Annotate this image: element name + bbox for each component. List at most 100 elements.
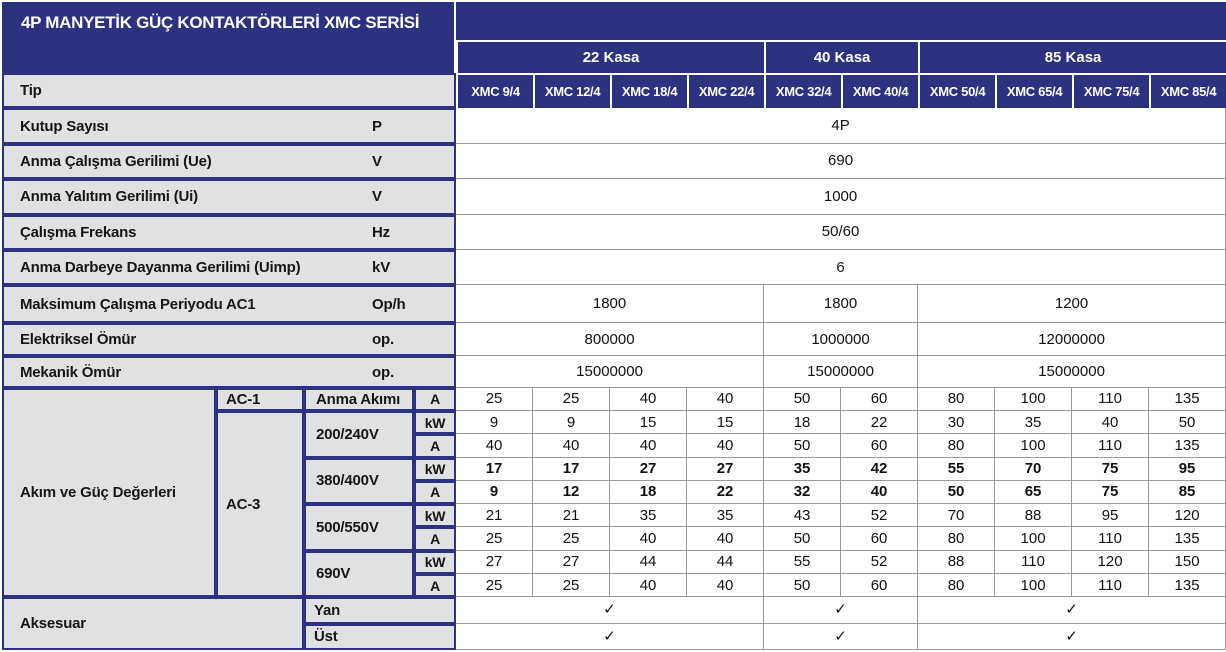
a-value: 60 (841, 434, 919, 458)
spec-row-mekanik: Mekanik Ömür op. 15000000 15000000 15000000 (2, 356, 1226, 388)
spec-group-value: 15000000 (918, 356, 1226, 388)
model-header: XMC 50/4 (918, 72, 996, 109)
spec-group-value: 15000000 (456, 356, 765, 388)
kw-value: 110 (995, 550, 1073, 574)
power-row-690-kw: 690V kW 27 27 44 44 55 52 88 110 120 150 (2, 550, 1226, 598)
series-title-row: 4P MANYETİK GÜÇ KONTAKTÖRLERİ XMC SERİSİ (2, 2, 1226, 73)
spec-group-value: 1800 (764, 285, 919, 323)
kw-value: 120 (1072, 550, 1150, 574)
spec-label-cell: Anma Çalışma Gerilimi (Ue) V (2, 143, 457, 180)
power-row-200-a: A 40 40 40 40 50 60 80 100 110 135 (2, 434, 1226, 458)
kw-value: 35 (764, 457, 842, 481)
a-value: 110 (1072, 573, 1150, 598)
kw-value: 17 (533, 457, 611, 481)
model-header: XMC 65/4 (995, 72, 1073, 109)
ac1-name: Anma Akımı (304, 387, 414, 411)
ac1-value: 40 (610, 387, 688, 411)
check-mark: ✓ (456, 623, 765, 650)
kw-value: 120 (1149, 504, 1226, 528)
power-row-380-a: A 9 12 18 22 32 40 50 65 75 85 (2, 480, 1226, 505)
spec-label-cell: Çalışma Frekans Hz (2, 214, 457, 251)
kw-value: 95 (1149, 457, 1226, 481)
spec-unit: Op/h (372, 295, 406, 313)
a-value: 50 (918, 480, 996, 505)
ac1-value: 135 (1149, 387, 1226, 411)
a-value: 12 (533, 480, 611, 505)
a-value: 80 (918, 573, 996, 598)
model-row: Tip XMC 9/4 XMC 12/4 XMC 18/4 XMC 22/4 XMC 3… (2, 72, 1226, 109)
spec-unit: op. (372, 331, 394, 349)
spec-label-cell: Maksimum Çalışma Periyodu AC1 Op/h (2, 285, 457, 323)
a-value: 40 (456, 434, 534, 458)
spec-group-value: 12000000 (918, 322, 1226, 357)
a-value: 85 (1149, 480, 1226, 505)
power-section-label: Akım ve Güç Değerleri (2, 387, 216, 598)
kw-value: 27 (456, 550, 534, 574)
ac1-value: 40 (687, 387, 765, 411)
kw-value: 150 (1149, 550, 1226, 574)
kw-value: 55 (764, 550, 842, 574)
a-value: 100 (995, 527, 1073, 551)
a-value: 40 (610, 434, 688, 458)
kw-value: 52 (841, 550, 919, 574)
spec-value: 6 (456, 250, 1226, 286)
spec-row-ue: Anma Çalışma Gerilimi (Ue) V 690 (2, 143, 1226, 180)
check-mark: ✓ (918, 623, 1226, 650)
voltage-200-240: 200/240V (304, 411, 414, 458)
kw-value: 21 (533, 504, 611, 528)
kw-value: 75 (1072, 457, 1150, 481)
spec-label-cell: Anma Darbeye Dayanma Gerilimi (Uimp) kV (2, 250, 457, 286)
voltage-500-550: 500/550V (304, 504, 414, 551)
kw-value: 15 (687, 411, 765, 435)
a-value: 40 (687, 434, 765, 458)
a-value: 18 (610, 480, 688, 505)
model-header: XMC 75/4 (1072, 72, 1150, 109)
spec-label: Maksimum Çalışma Periyodu AC1 (20, 295, 256, 313)
kw-value: 18 (764, 411, 842, 435)
spec-unit: kV (372, 259, 390, 277)
spec-row-frekans: Çalışma Frekans Hz 50/60 (2, 214, 1226, 251)
check-mark: ✓ (764, 623, 919, 650)
a-value: 40 (687, 573, 765, 598)
a-value: 110 (1072, 434, 1150, 458)
frame-size-header: 85 Kasa (918, 40, 1226, 73)
power-row-380-kw: 380/400V kW 17 17 27 27 35 42 55 70 75 95 (2, 457, 1226, 505)
kw-value: 35 (687, 504, 765, 528)
spec-unit: Hz (372, 223, 390, 241)
spec-label: Mekanik Ömür (20, 363, 121, 381)
kw-value: 35 (610, 504, 688, 528)
spec-label-cell: Anma Yalıtım Gerilimi (Ui) V (2, 179, 457, 215)
a-value: 40 (533, 434, 611, 458)
accessory-label: Aksesuar (2, 597, 304, 650)
unit-a: A (414, 527, 457, 551)
kw-value: 44 (610, 550, 688, 574)
kw-value: 55 (918, 457, 996, 481)
spec-group-value: 800000 (456, 322, 765, 357)
spec-unit: P (372, 117, 382, 135)
unit-a: A (414, 387, 457, 411)
accessory-ust-label: Üst (304, 623, 457, 650)
spec-value: 1000 (456, 179, 1226, 215)
ac1-value: 60 (841, 387, 919, 411)
check-mark: ✓ (764, 597, 919, 624)
spec-group-value: 1200 (918, 285, 1226, 323)
a-value: 25 (456, 527, 534, 551)
voltage-690: 690V (304, 550, 414, 598)
a-value: 100 (995, 573, 1073, 598)
unit-a: A (414, 573, 457, 598)
spec-unit: V (372, 188, 382, 206)
a-value: 25 (456, 573, 534, 598)
a-value: 80 (918, 527, 996, 551)
unit-kw: kW (414, 457, 457, 481)
a-value: 135 (1149, 527, 1226, 551)
kw-value: 88 (995, 504, 1073, 528)
ac1-value: 25 (533, 387, 611, 411)
a-value: 60 (841, 527, 919, 551)
spec-label: Anma Yalıtım Gerilimi (Ui) (20, 188, 198, 206)
a-value: 60 (841, 573, 919, 598)
frame-size-row: 22 Kasa 40 Kasa 85 Kasa (2, 40, 1226, 73)
check-mark: ✓ (456, 597, 765, 624)
kw-value: 70 (918, 504, 996, 528)
